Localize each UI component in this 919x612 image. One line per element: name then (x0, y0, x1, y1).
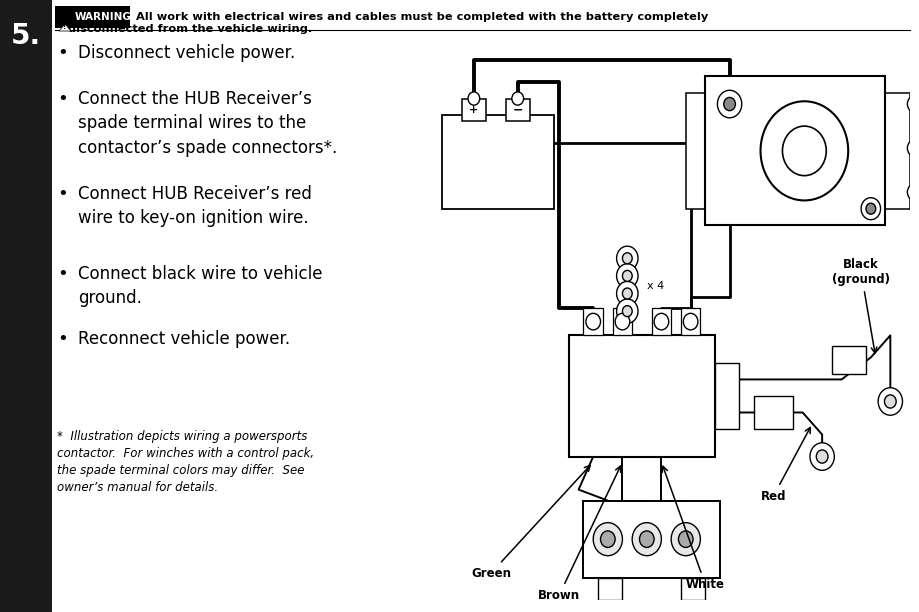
Circle shape (816, 450, 828, 463)
Text: disconnected from the vehicle wiring.: disconnected from the vehicle wiring. (68, 24, 312, 34)
Text: the spade terminal colors may differ.  See: the spade terminal colors may differ. Se… (57, 464, 304, 477)
Circle shape (866, 203, 876, 214)
Text: •: • (58, 44, 68, 62)
Circle shape (512, 92, 524, 105)
Text: owner’s manual for details.: owner’s manual for details. (57, 481, 218, 494)
Circle shape (640, 531, 654, 548)
Circle shape (678, 531, 693, 548)
Circle shape (622, 288, 632, 299)
Circle shape (600, 531, 615, 548)
Bar (715, 363, 739, 429)
Text: Reconnect vehicle power.: Reconnect vehicle power. (78, 330, 290, 348)
Bar (886, 93, 910, 209)
Circle shape (622, 305, 632, 316)
Text: Brown: Brown (538, 466, 620, 602)
Circle shape (907, 140, 919, 156)
Bar (686, 93, 710, 209)
Text: !: ! (63, 24, 66, 30)
Circle shape (724, 97, 735, 111)
Text: Disconnect vehicle power.: Disconnect vehicle power. (78, 44, 295, 62)
Circle shape (632, 523, 662, 556)
Text: 5.: 5. (11, 22, 41, 50)
Bar (505, 99, 530, 121)
Text: contactor.  For winches with a control pack,: contactor. For winches with a control pa… (57, 447, 314, 460)
Circle shape (782, 126, 826, 176)
Text: White: White (663, 466, 725, 591)
Circle shape (879, 388, 902, 415)
Circle shape (617, 246, 638, 271)
Bar (832, 346, 866, 374)
Circle shape (671, 523, 700, 556)
Circle shape (861, 198, 880, 220)
Bar (442, 115, 554, 209)
Circle shape (810, 442, 834, 470)
Bar (754, 396, 793, 429)
Text: WARNING: WARNING (74, 12, 131, 22)
Text: −: − (513, 103, 523, 116)
Bar (681, 308, 700, 335)
Text: Red: Red (761, 427, 811, 502)
Bar (705, 76, 886, 225)
Circle shape (617, 264, 638, 288)
Circle shape (622, 271, 632, 282)
Text: •: • (58, 90, 68, 108)
Circle shape (684, 313, 698, 330)
Bar (681, 578, 705, 600)
Bar (598, 578, 622, 600)
Text: Black
(ground): Black (ground) (832, 258, 891, 353)
Circle shape (654, 313, 669, 330)
Bar (569, 335, 715, 457)
Bar (613, 308, 632, 335)
Text: •: • (58, 185, 68, 203)
Circle shape (615, 313, 630, 330)
Circle shape (622, 253, 632, 264)
Circle shape (907, 95, 919, 112)
Bar (584, 501, 720, 578)
Circle shape (617, 299, 638, 323)
Circle shape (761, 101, 848, 200)
Circle shape (594, 523, 622, 556)
Text: x 4: x 4 (647, 281, 664, 291)
Circle shape (884, 395, 896, 408)
Text: All work with electrical wires and cables must be completed with the battery com: All work with electrical wires and cable… (136, 12, 709, 22)
Text: •: • (58, 330, 68, 348)
Text: Connect HUB Receiver’s red
wire to key-on ignition wire.: Connect HUB Receiver’s red wire to key-o… (78, 185, 312, 227)
Bar (55, 6, 130, 28)
Text: Green: Green (471, 465, 590, 580)
Polygon shape (59, 24, 71, 31)
Text: Connect the HUB Receiver’s
spade terminal wires to the
contactor’s spade connect: Connect the HUB Receiver’s spade termina… (78, 90, 337, 157)
Circle shape (617, 282, 638, 305)
Text: Connect black wire to vehicle
ground.: Connect black wire to vehicle ground. (78, 265, 323, 307)
Bar (461, 99, 486, 121)
Circle shape (586, 313, 600, 330)
Text: •: • (58, 265, 68, 283)
Text: +: + (470, 105, 479, 114)
Circle shape (718, 90, 742, 118)
Bar (584, 308, 603, 335)
Text: *  Illustration depicts wiring a powersports: * Illustration depicts wiring a powerspo… (57, 430, 307, 443)
Circle shape (468, 92, 480, 105)
Bar (652, 308, 671, 335)
Circle shape (907, 184, 919, 200)
Bar (0, 0, 52, 612)
